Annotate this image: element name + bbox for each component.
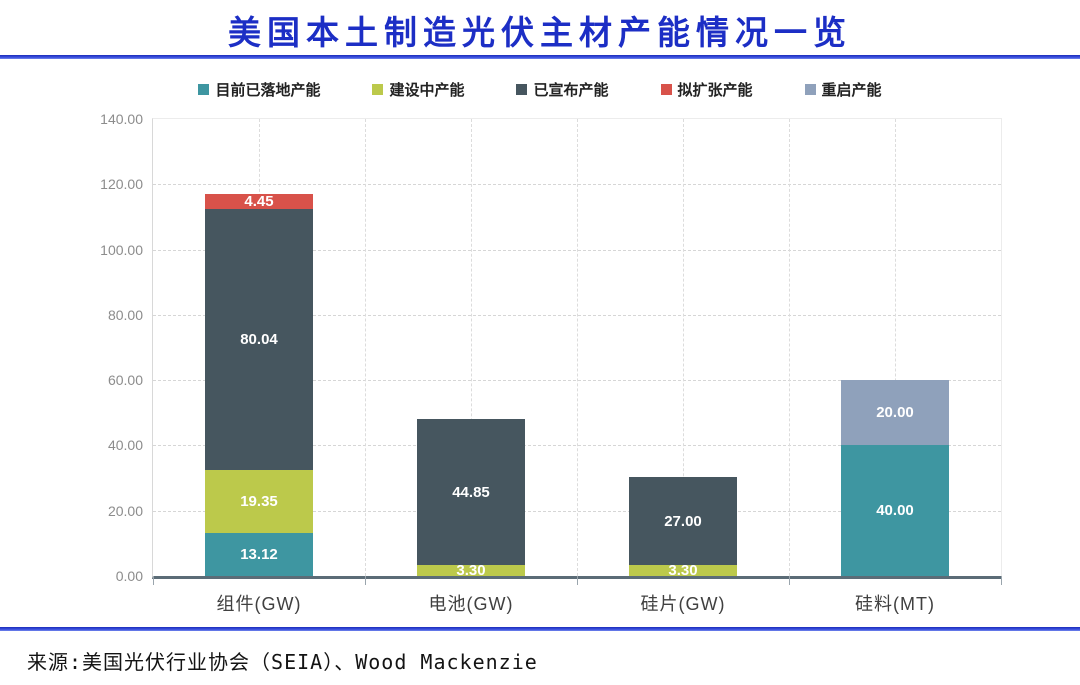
bar-segment-label: 20.00 (876, 404, 914, 422)
bar: 3.30 27.00 (629, 119, 737, 580)
bar-segment: 13.12 (205, 533, 313, 576)
legend-item: 拟扩张产能 (660, 79, 753, 100)
x-axis-tick (1001, 576, 1002, 585)
bar-segment: 3.30 (417, 562, 525, 580)
y-axis-tick-label: 60.00 (107, 372, 143, 389)
bar-segment-label: 4.45 (244, 193, 274, 210)
x-axis-category-label: 硅片(GW) (640, 594, 726, 614)
bar: 40.00 20.00 (841, 119, 949, 576)
bar-segment: 80.04 (205, 208, 313, 471)
bar-segment: 40.00 (841, 445, 949, 576)
bar: 3.30 44.85 (417, 119, 525, 580)
bar-segment: 19.35 (205, 470, 313, 534)
legend-item: 已宣布产能 (516, 79, 609, 100)
gridline-vertical (365, 119, 366, 576)
bar-segment-label: 19.35 (240, 493, 278, 511)
y-axis-tick-label: 120.00 (100, 176, 143, 193)
bar-segment-label: 27.00 (664, 512, 702, 530)
y-axis-tick-label: 0.00 (115, 568, 143, 584)
footer-divider (0, 627, 1080, 631)
gridline-vertical (895, 119, 896, 576)
legend-swatch (372, 84, 384, 95)
source-text: 来源:美国光伏行业协会（SEIA）、Wood Mackenzie (27, 650, 538, 674)
bar-segment-label: 3.30 (456, 562, 486, 580)
title-divider (0, 55, 1080, 59)
legend-label: 目前已落地产能 (215, 82, 321, 99)
bar: 13.12 19.35 80.04 4.45 (205, 119, 313, 576)
gridline-vertical (789, 119, 790, 576)
page-title: 美国本土制造光伏主材产能情况一览 (228, 14, 852, 51)
gridline-vertical (683, 119, 684, 576)
gridline-vertical (577, 119, 578, 576)
bar-segment: 27.00 (629, 477, 737, 566)
legend-swatch (516, 84, 528, 95)
y-axis-tick-label: 100.00 (100, 241, 143, 258)
y-axis-tick-label: 140.00 (100, 111, 143, 127)
legend-item: 建设中产能 (372, 79, 464, 100)
legend-swatch (660, 84, 672, 95)
bar-segment-label: 40.00 (876, 502, 914, 520)
legend-item: 目前已落地产能 (198, 79, 320, 100)
bar-segment-label: 13.12 (240, 546, 278, 564)
bar-segment-label: 80.04 (240, 330, 278, 348)
legend-label: 建设中产能 (389, 82, 465, 99)
chart-legend: 目前已落地产能 建设中产能 已宣布产能 拟扩张产能 重启产能 (0, 79, 1080, 100)
x-axis-category-label: 硅料(MT) (855, 594, 935, 614)
x-axis-tick (789, 576, 790, 585)
legend-item: 重启产能 (804, 79, 882, 100)
bar-segment: 4.45 (205, 194, 313, 209)
x-axis-tick (365, 576, 366, 585)
x-axis-tick (577, 576, 578, 585)
x-axis-tick (153, 576, 154, 585)
bar-segment-label: 44.85 (452, 483, 490, 501)
gridline-vertical (471, 119, 472, 576)
y-axis-tick-label: 80.00 (107, 306, 143, 323)
plot-area: 0.00 20.00 40.00 60.00 80.00 100.00 120.00 140.… (100, 111, 1002, 614)
legend-label: 重启产能 (821, 82, 882, 99)
bar-segment: 3.30 (629, 562, 737, 580)
x-axis-category-label: 组件(GW) (216, 594, 302, 614)
y-axis-tick-label: 40.00 (107, 437, 143, 454)
legend-swatch (804, 84, 816, 95)
legend-swatch (198, 84, 210, 95)
legend-label: 拟扩张产能 (677, 82, 753, 99)
bar-segment-label: 3.30 (668, 562, 698, 580)
y-axis-tick-label: 20.00 (107, 502, 143, 519)
bar-segment: 44.85 (417, 418, 525, 566)
legend-label: 已宣布产能 (533, 82, 609, 99)
x-axis-category-label: 电池(GW) (428, 594, 514, 614)
bar-segment: 20.00 (841, 380, 949, 446)
